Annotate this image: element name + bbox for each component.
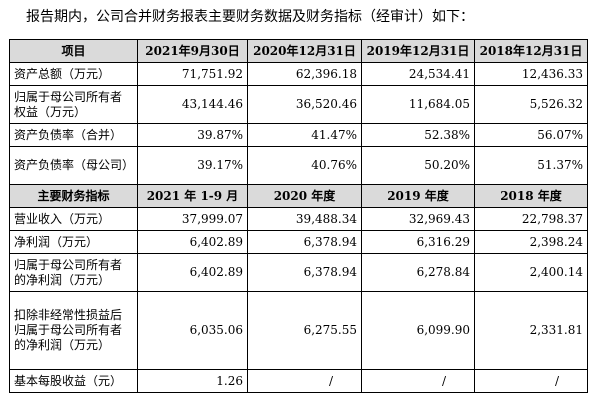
table-row: 净利润（万元） 6,402.89 6,378.94 6,316.29 2,398… xyxy=(9,230,588,254)
value-cell: 39.87% xyxy=(137,123,248,147)
header-cell: 主要财务指标 xyxy=(9,184,138,208)
table-row: 资产总额（万元） 71,751.92 62,396.18 24,534.41 1… xyxy=(9,62,588,86)
row-label: 资产负债率（合并） xyxy=(9,123,138,147)
value-cell: 62,396.18 xyxy=(247,62,362,86)
table-row: 归属于母公司所有者权益（万元） 43,144.46 36,520.46 11,6… xyxy=(9,85,588,124)
header-cell: 2018年12月31日 xyxy=(474,39,588,63)
value-cell: 1.26 xyxy=(137,369,248,393)
value-cell: 2,331.81 xyxy=(474,291,588,370)
value-cell: 6,099.90 xyxy=(361,291,475,370)
value-cell: 6,378.94 xyxy=(247,253,362,292)
row-label: 扣除非经常性损益后归属于母公司所有者的净利润（万元） xyxy=(9,291,138,370)
header-cell: 2020年12月31日 xyxy=(247,39,362,63)
value-cell: 56.07% xyxy=(474,123,588,147)
value-cell: 6,035.06 xyxy=(137,291,248,370)
value-cell: / xyxy=(361,369,475,393)
value-cell: 5,526.32 xyxy=(474,85,588,124)
value-cell: 6,378.94 xyxy=(247,230,362,254)
table-row: 资产负债率（合并） 39.87% 41.47% 52.38% 56.07% xyxy=(9,123,588,147)
value-cell: 6,402.89 xyxy=(137,253,248,292)
value-cell: 32,969.43 xyxy=(361,207,475,231)
row-label: 归属于母公司所有者权益（万元） xyxy=(9,85,138,124)
value-cell: 50.20% xyxy=(361,146,475,185)
value-cell: 6,402.89 xyxy=(137,230,248,254)
value-cell: 24,534.41 xyxy=(361,62,475,86)
header-cell: 2021 年 1-9 月 xyxy=(137,184,248,208)
value-cell: 36,520.46 xyxy=(247,85,362,124)
value-cell: 11,684.05 xyxy=(361,85,475,124)
value-cell: 12,436.33 xyxy=(474,62,588,86)
header-cell: 2019年12月31日 xyxy=(361,39,475,63)
value-cell: 40.76% xyxy=(247,146,362,185)
table-row: 基本每股收益（元） 1.26 / / / xyxy=(9,369,588,393)
value-cell: 6,278.84 xyxy=(361,253,475,292)
value-cell: 22,798.37 xyxy=(474,207,588,231)
header-cell: 2021年9月30日 xyxy=(137,39,248,63)
row-label: 归属于母公司所有者的净利润（万元） xyxy=(9,253,138,292)
value-cell: 6,316.29 xyxy=(361,230,475,254)
value-cell: 6,275.55 xyxy=(247,291,362,370)
row-label: 净利润（万元） xyxy=(9,230,138,254)
value-cell: 2,398.24 xyxy=(474,230,588,254)
table-row: 归属于母公司所有者的净利润（万元） 6,402.89 6,378.94 6,27… xyxy=(9,253,588,292)
table-row: 扣除非经常性损益后归属于母公司所有者的净利润（万元） 6,035.06 6,27… xyxy=(9,291,588,370)
header-cell: 2018 年度 xyxy=(474,184,588,208)
value-cell: 39.17% xyxy=(137,146,248,185)
value-cell: 2,400.14 xyxy=(474,253,588,292)
header-cell: 2019 年度 xyxy=(361,184,475,208)
value-cell: 52.38% xyxy=(361,123,475,147)
value-cell: / xyxy=(247,369,362,393)
value-cell: 41.47% xyxy=(247,123,362,147)
intro-paragraph: 报告期内，公司合并财务报表主要财务数据及财务指标（经审计）如下： xyxy=(26,9,474,25)
value-cell: 37,999.07 xyxy=(137,207,248,231)
header-cell: 2020 年度 xyxy=(247,184,362,208)
row-label: 营业收入（万元） xyxy=(9,207,138,231)
value-cell: 71,751.92 xyxy=(137,62,248,86)
value-cell: / xyxy=(474,369,588,393)
table-row: 营业收入（万元） 37,999.07 39,488.34 32,969.43 2… xyxy=(9,207,588,231)
row-label: 资产负债率（母公司） xyxy=(9,146,138,185)
row-label: 资产总额（万元） xyxy=(9,62,138,86)
financial-data-table: 项目 2021年9月30日 2020年12月31日 2019年12月31日 20… xyxy=(9,39,588,393)
income-header-row: 主要财务指标 2021 年 1-9 月 2020 年度 2019 年度 2018… xyxy=(9,184,588,208)
value-cell: 51.37% xyxy=(474,146,588,185)
header-cell: 项目 xyxy=(9,39,138,63)
table-row: 资产负债率（母公司） 39.17% 40.76% 50.20% 51.37% xyxy=(9,146,588,185)
value-cell: 43,144.46 xyxy=(137,85,248,124)
balance-header-row: 项目 2021年9月30日 2020年12月31日 2019年12月31日 20… xyxy=(9,39,588,63)
value-cell: 39,488.34 xyxy=(247,207,362,231)
row-label: 基本每股收益（元） xyxy=(9,369,138,393)
